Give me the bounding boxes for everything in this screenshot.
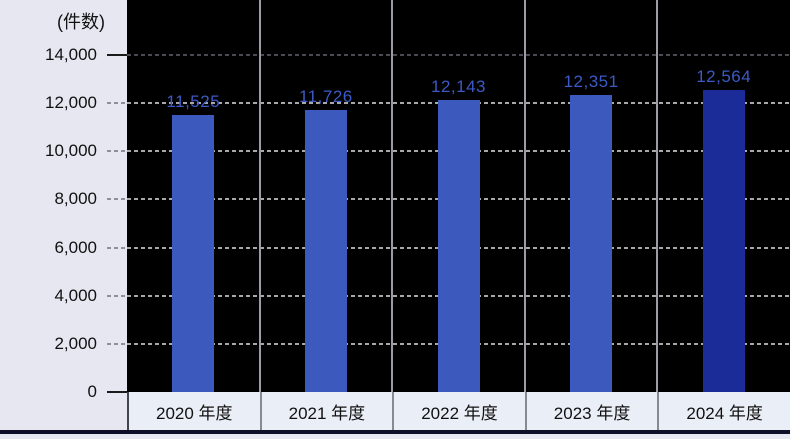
- y-tick-mark: [107, 102, 127, 105]
- bar-value-label: 12,143: [431, 76, 486, 96]
- gridline: [127, 54, 790, 56]
- y-tick-label: 8,000: [54, 189, 97, 209]
- bar: [570, 94, 613, 392]
- bar-value-label: 12,351: [563, 71, 619, 91]
- bar: [172, 114, 215, 392]
- bar-value-label: 11,726: [299, 86, 353, 106]
- y-axis-unit-label: (件数): [57, 12, 105, 32]
- category-divider: [523, 0, 526, 392]
- bar-value-label: 11,525: [166, 91, 221, 111]
- bar: [304, 109, 347, 392]
- x-axis-label: 2023 年度: [524, 392, 658, 430]
- y-tick-mark: [107, 246, 127, 249]
- y-tick-mark: [107, 391, 127, 393]
- y-tick-label: 10,000: [45, 141, 97, 161]
- x-axis-label: 2024 年度: [657, 392, 790, 430]
- y-tick-label: 2,000: [54, 333, 97, 353]
- x-axis-label-band: 2020 年度 2021 年度 2022 年度 2023 年度 2024 年度: [127, 392, 790, 430]
- y-tick-mark: [107, 150, 127, 153]
- chart-bottom-border: [0, 430, 790, 434]
- y-tick-mark: [107, 54, 127, 56]
- y-tick-label: 4,000: [54, 285, 97, 305]
- y-tick-mark: [107, 342, 127, 345]
- category-divider: [656, 0, 659, 392]
- bar: [437, 99, 480, 392]
- x-axis-label: 2020 年度: [156, 403, 233, 423]
- bar: [702, 89, 745, 392]
- y-tick-mark: [107, 294, 127, 297]
- category-divider: [258, 0, 261, 392]
- y-tick-label: 12,000: [45, 93, 97, 113]
- category-divider: [391, 0, 394, 392]
- y-tick-mark: [107, 198, 127, 201]
- y-tick-label: 6,000: [54, 237, 97, 257]
- bar-value-label: 12,564: [696, 66, 752, 86]
- x-axis-label: 2021 年度: [259, 392, 393, 430]
- plot-area: 11,525 11,726 12,143 12,351 12,564: [127, 0, 790, 392]
- x-axis-label: 2022 年度: [392, 392, 525, 430]
- y-tick-label: 0: [87, 382, 97, 401]
- y-tick-label: 14,000: [45, 45, 97, 64]
